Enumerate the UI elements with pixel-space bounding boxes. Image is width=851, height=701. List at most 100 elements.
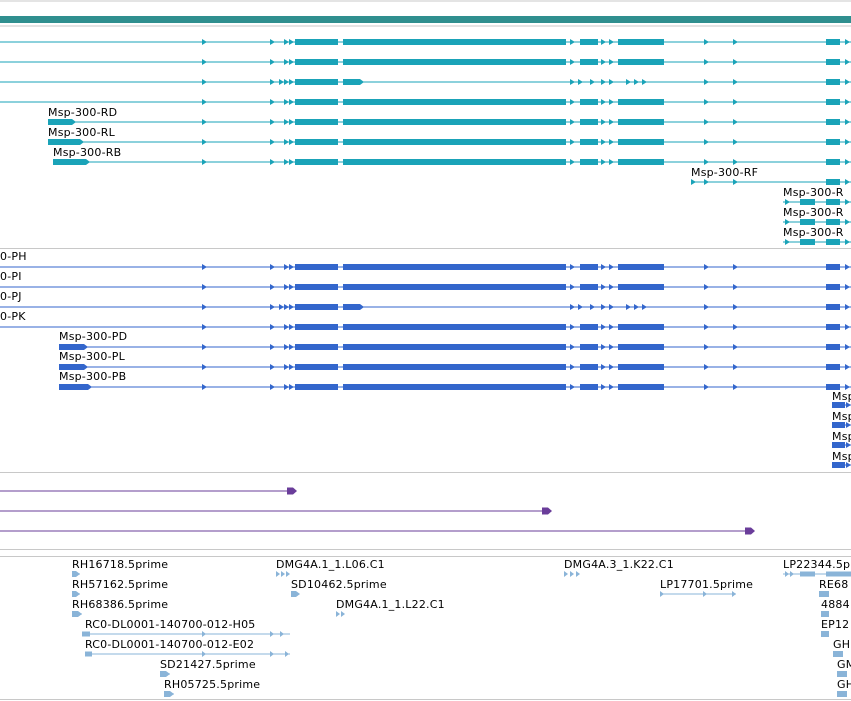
exon-block[interactable] [580, 344, 598, 350]
strand-arrow[interactable] [284, 284, 289, 290]
exon-block[interactable] [826, 219, 840, 225]
strand-arrow[interactable] [601, 159, 606, 165]
exon-block[interactable] [832, 442, 845, 448]
exon-block[interactable] [295, 39, 338, 45]
exon-block[interactable] [48, 119, 76, 125]
strand-arrow[interactable] [570, 304, 575, 310]
strand-arrow[interactable] [590, 304, 595, 310]
exon-block[interactable] [580, 99, 598, 105]
strand-arrow[interactable] [704, 99, 709, 105]
strand-arrow[interactable] [202, 159, 207, 165]
strand-arrow[interactable] [270, 344, 275, 350]
strand-arrow[interactable] [284, 139, 289, 145]
strand-arrow[interactable] [284, 119, 289, 125]
strand-arrow[interactable] [634, 79, 639, 85]
strand-arrow[interactable] [270, 631, 274, 637]
exon-block[interactable] [826, 324, 840, 330]
strand-arrow[interactable] [704, 139, 709, 145]
exon-block[interactable] [542, 507, 552, 515]
strand-arrow[interactable] [845, 284, 850, 290]
transcript-label[interactable]: Msp-300-R [783, 186, 844, 199]
strand-arrow[interactable] [785, 219, 790, 225]
strand-arrow[interactable] [270, 79, 275, 85]
exon-block[interactable] [59, 364, 88, 370]
strand-arrow[interactable] [733, 364, 738, 370]
strand-arrow[interactable] [845, 99, 850, 105]
strand-arrow[interactable] [270, 159, 275, 165]
strand-arrow[interactable] [601, 79, 606, 85]
strand-arrow[interactable] [609, 159, 614, 165]
est-label[interactable]: RC0-DL0001-140700-012-H05 [85, 618, 256, 631]
strand-arrow[interactable] [704, 364, 709, 370]
exon-block[interactable] [618, 384, 664, 390]
strand-arrow[interactable] [601, 59, 606, 65]
exon-block[interactable] [826, 99, 840, 105]
exon-block[interactable] [287, 487, 297, 495]
transcript-label[interactable]: Msp-300-R [783, 206, 844, 219]
strand-arrow[interactable] [564, 571, 568, 577]
strand-arrow[interactable] [846, 442, 851, 448]
strand-arrow[interactable] [845, 239, 850, 245]
strand-arrow[interactable] [289, 39, 294, 45]
exon-block[interactable] [48, 139, 84, 145]
strand-arrow[interactable] [733, 139, 738, 145]
strand-arrow[interactable] [733, 59, 738, 65]
est-label[interactable]: 4884 [821, 598, 850, 611]
exon-block[interactable] [295, 119, 338, 125]
strand-arrow[interactable] [609, 99, 614, 105]
exon-block[interactable] [295, 284, 338, 290]
strand-arrow[interactable] [289, 344, 294, 350]
exon-block[interactable] [580, 364, 598, 370]
strand-arrow[interactable] [570, 344, 575, 350]
strand-arrow[interactable] [341, 611, 345, 617]
strand-arrow[interactable] [202, 59, 207, 65]
strand-arrow[interactable] [270, 304, 275, 310]
strand-arrow[interactable] [609, 324, 614, 330]
strand-arrow[interactable] [601, 99, 606, 105]
strand-arrow[interactable] [202, 264, 207, 270]
strand-arrow[interactable] [733, 264, 738, 270]
transcript-label[interactable]: 0-PH [0, 250, 27, 263]
strand-arrow[interactable] [785, 199, 790, 205]
exon-block[interactable] [343, 119, 566, 125]
strand-arrow[interactable] [202, 324, 207, 330]
exon-block[interactable] [800, 239, 815, 245]
exon-block[interactable] [72, 591, 80, 597]
exon-block[interactable] [618, 59, 664, 65]
est-label[interactable]: LP22344.5p [783, 558, 851, 571]
strand-arrow[interactable] [570, 384, 575, 390]
exon-block[interactable] [295, 159, 338, 165]
exon-block[interactable] [837, 671, 847, 677]
strand-arrow[interactable] [845, 304, 850, 310]
exon-block[interactable] [295, 79, 338, 85]
exon-block[interactable] [295, 304, 338, 310]
strand-arrow[interactable] [601, 264, 606, 270]
strand-arrow[interactable] [270, 99, 275, 105]
strand-arrow[interactable] [202, 631, 206, 637]
exon-block[interactable] [618, 264, 664, 270]
exon-block[interactable] [343, 59, 566, 65]
strand-arrow[interactable] [785, 571, 789, 577]
strand-arrow[interactable] [660, 591, 664, 597]
exon-block[interactable] [826, 199, 840, 205]
strand-arrow[interactable] [609, 284, 614, 290]
strand-arrow[interactable] [601, 324, 606, 330]
strand-arrow[interactable] [609, 139, 614, 145]
transcript-label[interactable]: Msp [832, 390, 851, 403]
exon-block[interactable] [295, 324, 338, 330]
exon-block[interactable] [800, 219, 815, 225]
exon-block[interactable] [580, 159, 598, 165]
exon-block[interactable] [821, 611, 829, 617]
strand-arrow[interactable] [845, 59, 850, 65]
strand-arrow[interactable] [289, 384, 294, 390]
exon-block[interactable] [800, 571, 815, 577]
exon-block[interactable] [72, 571, 80, 577]
transcript-label[interactable]: Msp-300-RB [53, 146, 122, 159]
strand-arrow[interactable] [284, 159, 289, 165]
strand-arrow[interactable] [733, 39, 738, 45]
exon-block[interactable] [343, 264, 566, 270]
strand-arrow[interactable] [276, 571, 280, 577]
exon-block[interactable] [826, 384, 840, 390]
exon-block[interactable] [580, 59, 598, 65]
strand-arrow[interactable] [270, 384, 275, 390]
